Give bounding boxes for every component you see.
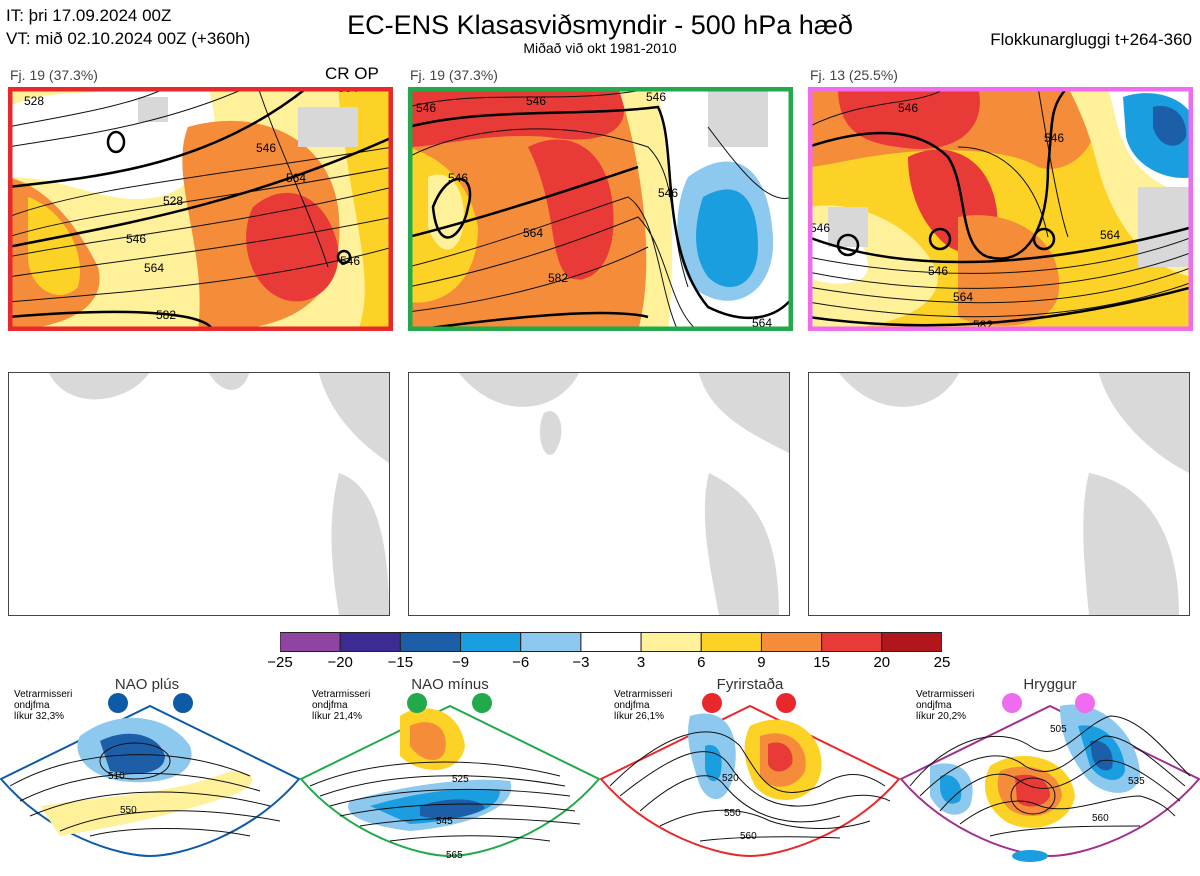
- regime-marker: [1002, 693, 1022, 713]
- colorbar-tick-label: 3: [636, 654, 646, 671]
- contour-label: 528: [163, 194, 183, 208]
- regime-nao-plus: 510 550 NAO plús Vetrarmisseri ondjfma lík…: [0, 676, 301, 871]
- op-tag: CR OP: [325, 64, 379, 83]
- contour-label: 582: [548, 271, 568, 285]
- regime-probability: Vetrarmisseri ondjfma líkur 32,3%: [14, 689, 73, 722]
- colorbar-tick-label: −3: [572, 654, 590, 671]
- contour-label: 546: [658, 186, 678, 200]
- header-run-info: IT: þri 17.09.2024 00Z VT: mið 02.10.202…: [6, 4, 250, 50]
- regime-marker: [472, 693, 492, 713]
- contour-label: 546: [416, 101, 436, 115]
- contour-label: 520: [722, 773, 739, 784]
- blank-map-3: [808, 372, 1190, 616]
- contour-label: 564: [953, 290, 973, 304]
- regime-probability: Vetrarmisseri ondjfma líkur 20,2%: [916, 689, 975, 722]
- regime-title: NAO plús: [114, 676, 180, 693]
- contour-label: 546: [810, 221, 830, 235]
- regime-marker: [702, 693, 722, 713]
- page-subtitle: Miðað við okt 1981-2010: [523, 40, 677, 56]
- colorbar: [279, 632, 943, 652]
- colorbar-tick-label: 6: [697, 654, 706, 671]
- colorbar-swatch: [640, 632, 702, 652]
- contour-label: 505: [1050, 724, 1067, 735]
- regime-marker: [108, 693, 128, 713]
- colorbar-swatch: [760, 632, 823, 652]
- contour-label: 546: [1044, 131, 1064, 145]
- cluster-map-2: 546 546 564 582 546 546 546 564: [408, 87, 793, 331]
- contour-label: 564: [1100, 228, 1120, 242]
- colorbar-swatch: [339, 632, 401, 652]
- colorbar-tick-label: −20: [327, 654, 353, 671]
- regime-marker: [407, 693, 427, 713]
- blank-map-2: [408, 372, 790, 616]
- colorbar-tick-label: −15: [387, 654, 414, 671]
- colorbar-swatch: [399, 632, 462, 652]
- regime-title: Fyrirstaða: [716, 676, 784, 693]
- colorbar-tick-label: 9: [757, 654, 766, 671]
- valid-time: VT: mið 02.10.2024 00Z (+360h): [6, 29, 251, 48]
- contour-label: 525: [452, 774, 469, 785]
- colorbar-tick-label: 25: [933, 654, 951, 671]
- cluster-map-3: 546 546 546 564 546 564 582: [808, 87, 1193, 331]
- contour-label: 564: [286, 171, 306, 185]
- contour-label: 510: [108, 771, 125, 782]
- regime-probability: Vetrarmisseri ondjfma líkur 21,4%: [312, 689, 371, 722]
- regimes-row: 510 550 NAO plús Vetrarmisseri ondjfma lík…: [0, 676, 1200, 871]
- classification-window: Flokkunargluggi t+264-360: [990, 30, 1192, 49]
- regime-title: Hryggur: [1023, 676, 1077, 693]
- cluster-1-label: Fj. 19 (37.3%): [10, 67, 98, 83]
- colorbar-swatch: [520, 632, 582, 652]
- colorbar-swatch: [279, 632, 341, 652]
- colorbar-swatch: [881, 632, 943, 652]
- contour-label: 546: [256, 141, 276, 155]
- colorbar-tick-label: 20: [873, 654, 891, 671]
- cluster-2-label: Fj. 19 (37.3%): [410, 67, 498, 83]
- colorbar-tick-label: 15: [813, 654, 830, 671]
- colorbar-tick-label: −25: [267, 654, 293, 671]
- initial-time: IT: þri 17.09.2024 00Z: [6, 6, 172, 25]
- regime-nao-minus: 525 545 565 NAO mínus Vetrarmisseri ondjf…: [299, 676, 601, 871]
- regime-probability: Vetrarmisseri ondjfma líkur 26,1%: [614, 689, 673, 722]
- contour-label: 564: [144, 261, 164, 275]
- colorbar-swatch: [460, 632, 522, 652]
- contour-label: 545: [436, 816, 453, 827]
- regime-marker: [776, 693, 796, 713]
- contour-label: 560: [740, 831, 757, 842]
- colorbar-swatch: [821, 632, 883, 652]
- contour-label: 546: [898, 101, 918, 115]
- contour-label: 546: [928, 264, 948, 278]
- contour-label: 550: [724, 808, 741, 819]
- regime-title: NAO mínus: [411, 676, 489, 693]
- contour-label: 550: [120, 805, 137, 816]
- contour-label: 528: [24, 94, 44, 108]
- regime-ridge: 505 535 560 Hryggur Vetrarmisseri ondjfma…: [899, 676, 1200, 871]
- regime-marker: [1075, 693, 1095, 713]
- contour-label: 546: [126, 232, 146, 246]
- colorbar-tick-label: −6: [512, 654, 530, 671]
- contour-label: 565: [446, 850, 463, 861]
- page-title: EC-ENS Klasasviðsmyndir - 500 hPa hæð: [347, 10, 853, 40]
- colorbar-swatch: [580, 632, 642, 652]
- blank-map-1: [8, 372, 390, 616]
- contour-label: 535: [1128, 776, 1145, 787]
- colorbar-tick-label: −9: [451, 654, 470, 671]
- contour-label: 546: [448, 171, 468, 185]
- contour-label: 560: [1092, 813, 1109, 824]
- contour-label: 564: [523, 226, 543, 240]
- cluster-3-label: Fj. 13 (25.5%): [810, 67, 898, 83]
- contour-label: 546: [340, 254, 360, 268]
- contour-label: 546: [526, 94, 546, 108]
- colorbar-swatch: [700, 632, 762, 652]
- cluster-map-1: 528 546 564 582 546 564 546 528 564: [8, 87, 393, 331]
- contour-label: 546: [646, 90, 666, 104]
- regime-blocking: 520 550 560 Fyrirstaða Vetrarmisseri ondj…: [599, 676, 901, 871]
- contour-label: 582: [156, 308, 176, 322]
- regime-marker: [173, 693, 193, 713]
